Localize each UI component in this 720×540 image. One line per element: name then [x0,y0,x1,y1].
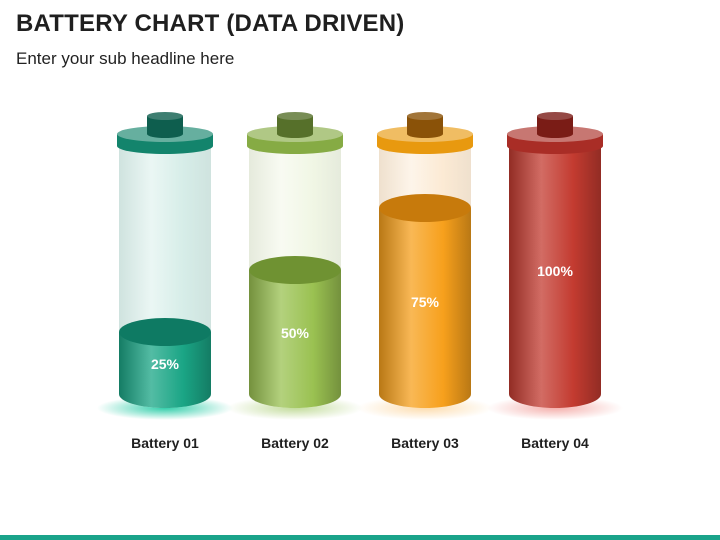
battery-terminal-top [537,112,573,120]
battery-1: 25% Battery 01 [97,112,233,451]
battery-fill-top [379,194,471,222]
battery-category-label: Battery 01 [131,435,199,451]
battery-terminal-top [147,112,183,120]
battery-3: 75% Battery 03 [357,112,493,451]
battery-value-label: 100% [537,263,573,279]
page-subtitle: Enter your sub headline here [16,49,235,68]
battery-fill-top [249,256,341,284]
battery-4: 100% Battery 04 [487,112,623,451]
battery-terminal-top [277,112,313,120]
battery-fill-top [119,318,211,346]
battery-fill-bar [379,208,471,408]
battery-category-label: Battery 03 [391,435,459,451]
battery-value-label: 75% [411,294,440,310]
page-title: BATTERY CHART (DATA DRIVEN) [16,10,405,37]
battery-terminal [147,116,183,138]
battery-category-label: Battery 04 [521,435,589,451]
battery-terminal [537,116,573,138]
battery-value-label: 25% [151,356,180,372]
battery-terminal [277,116,313,138]
battery-fill-bar [119,332,211,408]
battery-value-label: 50% [281,325,310,341]
battery-fill-bar [249,270,341,408]
battery-terminal-top [407,112,443,120]
battery-fill-bar [509,146,601,408]
bottom-accent-bar [0,535,720,540]
battery-2: 50% Battery 02 [227,112,363,451]
battery-terminal [407,116,443,138]
battery-category-label: Battery 02 [261,435,329,451]
